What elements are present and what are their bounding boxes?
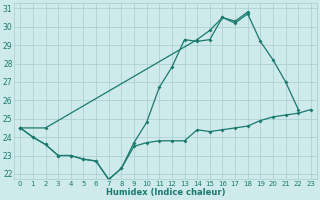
X-axis label: Humidex (Indice chaleur): Humidex (Indice chaleur) <box>106 188 225 197</box>
